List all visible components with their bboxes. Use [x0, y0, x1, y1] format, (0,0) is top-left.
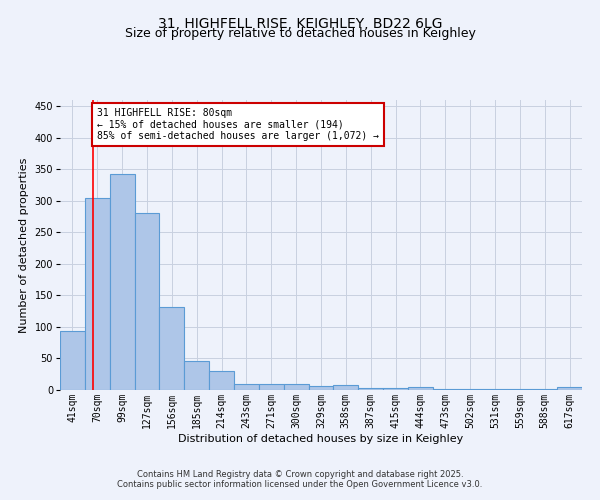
Bar — [334, 385, 358, 390]
Bar — [110, 174, 134, 390]
Bar — [60, 332, 85, 390]
Bar — [408, 388, 433, 390]
Bar — [284, 384, 308, 390]
Bar — [160, 308, 184, 390]
Text: Contains HM Land Registry data © Crown copyright and database right 2025.: Contains HM Land Registry data © Crown c… — [137, 470, 463, 479]
Bar — [209, 371, 234, 390]
Bar — [308, 386, 334, 390]
Text: 31, HIGHFELL RISE, KEIGHLEY, BD22 6LG: 31, HIGHFELL RISE, KEIGHLEY, BD22 6LG — [158, 18, 442, 32]
Text: 31 HIGHFELL RISE: 80sqm
← 15% of detached houses are smaller (194)
85% of semi-d: 31 HIGHFELL RISE: 80sqm ← 15% of detache… — [97, 108, 379, 141]
Text: Contains public sector information licensed under the Open Government Licence v3: Contains public sector information licen… — [118, 480, 482, 489]
Bar — [358, 388, 383, 390]
Bar — [234, 384, 259, 390]
Bar — [557, 388, 582, 390]
Y-axis label: Number of detached properties: Number of detached properties — [19, 158, 29, 332]
Bar — [184, 361, 209, 390]
Text: Size of property relative to detached houses in Keighley: Size of property relative to detached ho… — [125, 28, 475, 40]
Bar — [482, 388, 508, 390]
Bar — [85, 198, 110, 390]
X-axis label: Distribution of detached houses by size in Keighley: Distribution of detached houses by size … — [178, 434, 464, 444]
Bar — [134, 214, 160, 390]
Bar — [383, 388, 408, 390]
Bar — [259, 384, 284, 390]
